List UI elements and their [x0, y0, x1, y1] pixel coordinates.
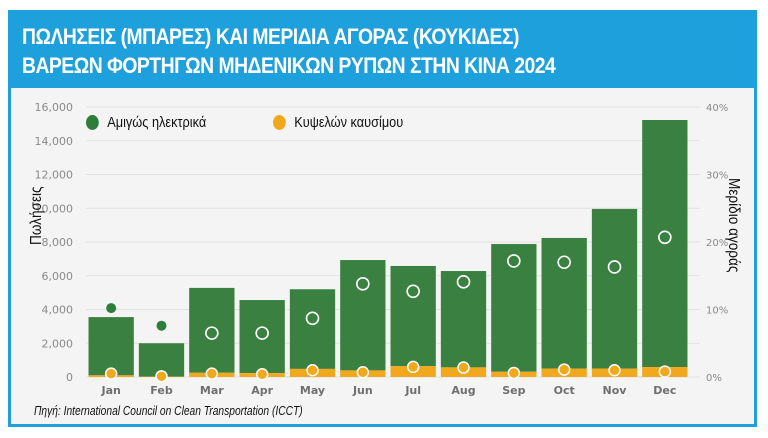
x-tick-label: Sep [502, 384, 525, 397]
y2-tick-label: 20% [706, 238, 728, 249]
y-tick-label: 2,000 [42, 337, 74, 350]
x-tick-label: Mar [200, 384, 224, 397]
legend-electric-dot-icon [86, 115, 99, 130]
x-tick-label: Nov [603, 384, 628, 397]
legend-fuel-cell-label: Κυψελών καυσίμου [294, 114, 404, 131]
y-tick-label: 10,000 [35, 202, 74, 215]
x-tick-label: Feb [150, 384, 173, 397]
bar-electric [390, 265, 436, 367]
point-fuel-cell-share [306, 364, 319, 377]
share-points [104, 230, 672, 383]
y-tick-label: 14,000 [35, 135, 74, 148]
point-electric-share [356, 277, 370, 291]
x-tick-label: Dec [653, 384, 676, 397]
point-fuel-cell-share [608, 364, 621, 377]
x-tick-label: Jan [100, 384, 120, 397]
point-electric-share [255, 326, 269, 340]
x-tick-label: Apr [251, 384, 273, 397]
point-electric-share [557, 255, 571, 270]
legend-fuel-cell-dot-icon [273, 115, 286, 130]
bars [88, 119, 688, 377]
y2-tick-label: 40% [706, 103, 728, 114]
y-tick-label: 16,000 [35, 101, 74, 114]
bar-electric [239, 300, 285, 374]
point-electric-share [658, 230, 672, 245]
y-axis-label: Πωλήσεις [28, 186, 45, 245]
bar-electric [189, 287, 235, 373]
legend-item-electric: Αμιγώς ηλεκτρικά [86, 114, 206, 131]
point-fuel-cell-share [457, 361, 470, 374]
bar-electric [340, 260, 386, 371]
y-tick-label: 6,000 [42, 270, 74, 283]
point-fuel-cell-share [205, 367, 219, 380]
point-electric-share [406, 284, 420, 299]
y-tick-label: 0 [66, 371, 73, 384]
title-line-2: ΒΑΡΕΩΝ ΦΟΡΤΗΓΩΝ ΜΗΔΕΝΙΚΩΝ ΡΥΠΩΝ ΣΤΗΝ ΚΙΝ… [22, 53, 556, 78]
point-electric-share [456, 275, 471, 289]
y-tick-label: 4,000 [42, 304, 74, 317]
point-fuel-cell-share [406, 360, 420, 374]
point-electric-share [156, 320, 167, 331]
point-fuel-cell-share [255, 368, 269, 381]
y-tick-label: 8,000 [42, 236, 74, 249]
point-electric-share [106, 303, 117, 314]
point-electric-share [305, 311, 320, 326]
chart-title: ΠΩΛΗΣΕΙΣ (ΜΠΑΡΕΣ) ΚΑΙ ΜΕΡΙΔΙΑ ΑΓΟΡΑΣ (ΚΟ… [22, 22, 641, 80]
y2-tick-label: 0% [706, 373, 722, 384]
point-fuel-cell-share [658, 365, 672, 378]
point-fuel-cell-share [155, 370, 168, 383]
source-note: Πηγή: International Council on Clean Tra… [34, 404, 303, 418]
bar-electric [591, 208, 638, 369]
y-tick-label: 12,000 [35, 169, 74, 182]
x-tick-label: Oct [554, 384, 575, 397]
x-axis-ticks: Jan Feb Mar Apr May Jun Jul Aug Sep Oct Nov Dec [100, 384, 676, 397]
x-tick-label: Aug [451, 384, 475, 397]
legend-electric-label: Αμιγώς ηλεκτρικά [107, 114, 207, 131]
legend-item-fuel-cell: Κυψελών καυσίμου [273, 114, 403, 131]
bar-electric [289, 289, 336, 369]
point-electric-share [607, 260, 622, 274]
point-fuel-cell-share [356, 366, 370, 379]
point-electric-share [205, 326, 219, 340]
y-axis-ticks: 0 2,000 4,000 6,000 8,000 10,000 12,000 14,000 1… [35, 101, 74, 384]
y2-axis-label: Μερίδιο αγοράς [725, 178, 742, 273]
point-electric-share [507, 254, 521, 268]
x-tick-label: Jul [404, 384, 421, 397]
point-fuel-cell-share [507, 366, 521, 380]
bar-electric [88, 317, 134, 376]
x-tick-label: May [300, 384, 325, 397]
x-tick-label: Jun [352, 384, 373, 397]
point-fuel-cell-share [557, 363, 571, 376]
title-line-1: ΠΩΛΗΣΕΙΣ (ΜΠΑΡΕΣ) ΚΑΙ ΜΕΡΙΔΙΑ ΑΓΟΡΑΣ (ΚΟ… [22, 24, 519, 49]
bar-electric [541, 237, 587, 369]
bar-electric [491, 244, 537, 372]
point-fuel-cell-share [104, 367, 118, 380]
y2-axis-ticks: 0% 10% 20% 30% 40% [706, 103, 728, 384]
bar-electric [440, 271, 487, 368]
y2-tick-label: 30% [706, 171, 728, 182]
y2-tick-label: 10% [706, 306, 728, 317]
